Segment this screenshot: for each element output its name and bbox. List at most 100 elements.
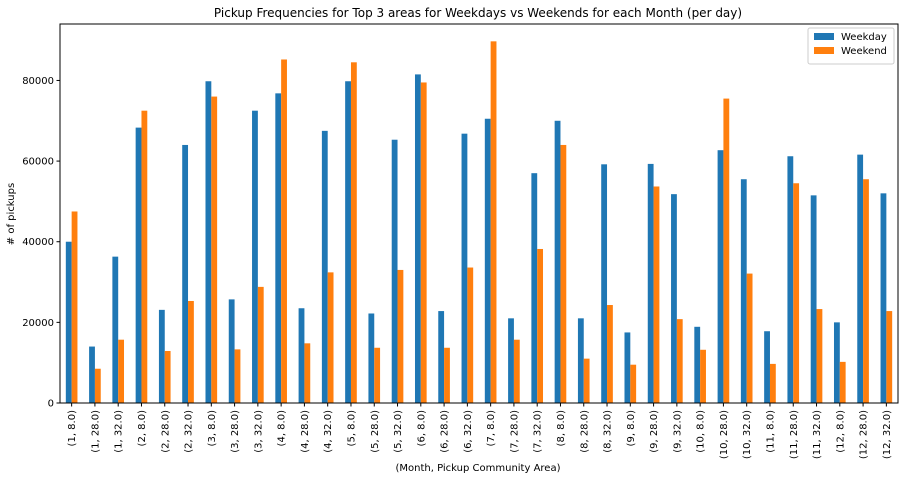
bar-weekend — [583, 358, 590, 403]
x-tick-label: (1, 32.0) — [114, 410, 125, 453]
bar-weekday — [647, 163, 654, 403]
bar-weekend — [537, 248, 544, 403]
bar-weekday — [298, 308, 305, 403]
bar-weekday — [345, 81, 351, 403]
x-tick-label: (6, 32.0) — [463, 410, 474, 453]
x-tick-label: (2, 8.0) — [137, 410, 148, 447]
x-tick-label: (4, 32.0) — [323, 410, 334, 453]
bar-weekday — [65, 241, 72, 403]
x-tick-label: (1, 28.0) — [90, 410, 101, 453]
bar-weekday — [764, 331, 770, 403]
y-tick-label: 60000 — [22, 157, 54, 168]
bar-weekday — [414, 74, 421, 404]
bar-weekday — [112, 256, 119, 403]
legend: Weekday Weekend — [807, 27, 895, 65]
bar-weekend — [141, 110, 148, 403]
bar-weekday — [740, 179, 747, 403]
bar-weekend — [397, 269, 404, 403]
x-tick-label: (12, 32.0) — [882, 410, 893, 459]
x-tick-label: (3, 28.0) — [230, 410, 241, 453]
bar-weekday — [833, 322, 840, 403]
bar-weekend — [630, 364, 637, 403]
x-tick-label: (3, 8.0) — [207, 410, 218, 447]
bar-weekday — [89, 346, 95, 403]
x-tick-label: (7, 32.0) — [533, 410, 544, 453]
x-tick-label: (8, 28.0) — [579, 410, 590, 453]
x-tick-label: (12, 28.0) — [859, 410, 870, 459]
y-tick-label: 0 — [48, 399, 54, 410]
plot-frame — [59, 23, 899, 404]
x-tick-label: (2, 32.0) — [184, 410, 195, 453]
bar-weekend — [234, 349, 241, 403]
legend-label-weekend: Weekend — [841, 46, 887, 57]
bar-weekday — [228, 299, 235, 403]
bar-weekend — [746, 273, 753, 403]
bar-weekend — [118, 339, 125, 403]
bar-weekday — [624, 332, 631, 403]
x-tick-label: (4, 8.0) — [277, 410, 288, 447]
bar-weekday — [368, 313, 375, 403]
bar-weekday — [554, 120, 561, 404]
x-tick-label: (8, 32.0) — [603, 410, 614, 453]
legend-label-weekday: Weekday — [841, 32, 887, 43]
bar-weekday — [182, 144, 189, 403]
bar-weekend — [839, 361, 846, 403]
x-tick-label: (10, 8.0) — [696, 410, 707, 453]
bar-weekend — [211, 96, 218, 403]
x-tick-label: (7, 28.0) — [509, 410, 520, 453]
bar-weekday — [694, 326, 701, 403]
x-tick-label: (6, 8.0) — [416, 410, 427, 447]
bar-weekend — [350, 62, 357, 404]
bar-weekday — [484, 118, 491, 403]
x-tick-label: (9, 32.0) — [672, 410, 683, 453]
bar-weekend — [793, 183, 800, 403]
x-tick-label: (5, 32.0) — [393, 410, 404, 453]
x-tick-label: (8, 8.0) — [556, 410, 567, 447]
x-tick-label: (11, 28.0) — [789, 410, 800, 459]
bar-weekend — [653, 186, 660, 403]
bar-weekend — [513, 339, 520, 403]
plot-area — [59, 23, 899, 404]
legend-swatch-weekend — [814, 47, 834, 54]
bar-weekday — [461, 133, 468, 404]
bar-weekend — [863, 179, 869, 403]
bar-weekend — [374, 347, 381, 403]
bar-weekday — [508, 318, 514, 403]
bar-weekend — [560, 144, 567, 403]
x-tick-label: (4, 28.0) — [300, 410, 311, 453]
x-axis-title: (Month, Pickup Community Area) — [395, 463, 560, 474]
y-tick-label: 80000 — [22, 76, 54, 87]
bar-weekend — [281, 59, 287, 403]
y-axis-title: # of pickups — [6, 183, 17, 245]
legend-swatch-weekday — [814, 33, 834, 40]
bar-weekend — [327, 272, 334, 403]
bar-weekend — [816, 309, 823, 403]
bar-weekday — [205, 81, 212, 403]
x-tick-label: (6, 28.0) — [440, 410, 451, 453]
bar-weekday — [787, 156, 794, 403]
y-tick-label: 20000 — [22, 318, 54, 329]
x-tick-label: (9, 28.0) — [649, 410, 660, 453]
x-tick-label: (5, 28.0) — [370, 410, 381, 453]
y-axis: 0 20000 40000 60000 80000 — [22, 76, 60, 410]
x-tick-label: (1, 8.0) — [67, 410, 78, 447]
bar-weekend — [94, 368, 101, 403]
x-tick-label: (10, 28.0) — [719, 410, 730, 459]
x-tick-label: (11, 32.0) — [812, 410, 823, 459]
x-tick-label: (7, 8.0) — [486, 410, 497, 447]
bar-weekend — [444, 347, 450, 403]
x-tick-label: (9, 8.0) — [626, 410, 637, 447]
x-tick-label: (5, 8.0) — [346, 410, 357, 447]
bar-weekday — [880, 193, 887, 403]
bar-weekday — [391, 139, 398, 403]
bar-weekday — [321, 130, 328, 403]
bar-weekend — [607, 305, 613, 403]
x-tick-label: (2, 28.0) — [160, 410, 171, 453]
bar-weekend — [188, 300, 194, 403]
bar-weekend — [676, 319, 683, 403]
y-tick-label: 40000 — [22, 237, 54, 248]
bar-weekday — [438, 311, 445, 403]
bar-weekend — [164, 350, 171, 403]
bar-weekend — [700, 349, 706, 403]
